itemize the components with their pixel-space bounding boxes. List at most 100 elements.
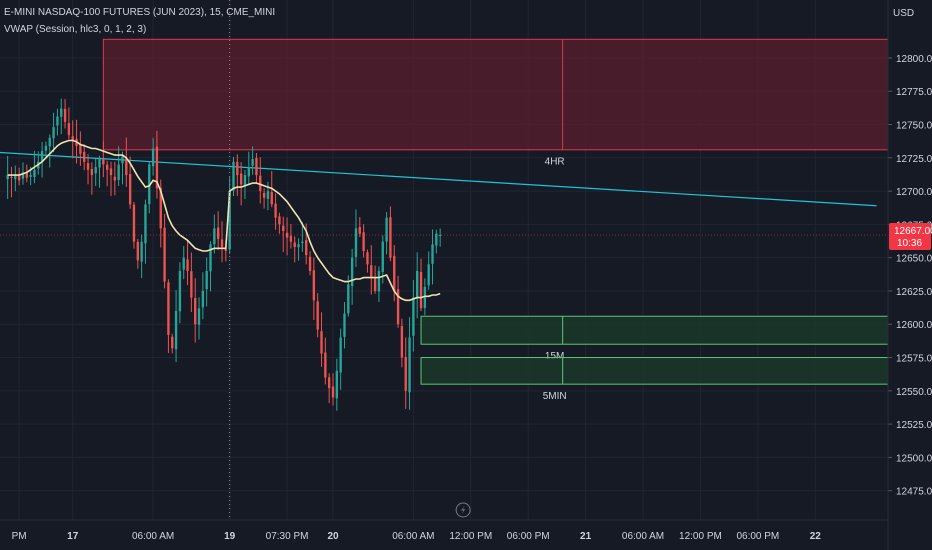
candle-body <box>408 337 411 393</box>
price-tick-label: 12800.00 <box>896 54 932 65</box>
candle-body <box>182 257 185 270</box>
time-tick-label: 20 <box>327 531 339 542</box>
candle-body <box>71 136 74 141</box>
price-tick-label: 12575.00 <box>896 354 932 365</box>
candle-body <box>389 217 392 258</box>
price-tick-label: 12525.00 <box>896 420 932 431</box>
candle-body <box>438 235 442 237</box>
candle-body <box>377 270 381 292</box>
vwap-indicator-label[interactable]: VWAP (Session, hlc3, 0, 1, 2, 3) <box>4 24 147 35</box>
candle-body <box>10 176 13 178</box>
candle-body <box>113 176 117 181</box>
zone-15m[interactable] <box>420 315 889 345</box>
candle-body <box>17 174 21 181</box>
candle-body <box>373 277 377 291</box>
time-tick-label: 06:00 AM <box>622 531 664 542</box>
zones[interactable]: 4HR 15M 5MIN <box>102 38 889 402</box>
time-tick-label: 12:00 PM <box>449 531 492 542</box>
price-tick-label: 12550.00 <box>896 387 932 398</box>
candle-body <box>327 377 331 389</box>
candle-body <box>194 297 197 325</box>
candle-body <box>239 173 243 185</box>
candle-body <box>98 159 101 168</box>
candle-body <box>435 233 438 246</box>
candle-body <box>29 175 32 177</box>
candle-body <box>216 227 220 240</box>
candle-body <box>90 169 94 176</box>
event-marker-icon[interactable] <box>455 502 471 518</box>
candle-body <box>350 257 354 286</box>
candle-body <box>347 284 350 314</box>
candle-body <box>312 270 316 301</box>
trendlines[interactable] <box>0 151 877 207</box>
zone-label-15m: 15M <box>545 351 564 362</box>
candle-body <box>33 169 36 177</box>
candle-body <box>60 108 63 117</box>
candle-body <box>105 164 109 170</box>
candle-body <box>224 249 228 252</box>
time-tick-label: 17 <box>67 531 79 542</box>
candle-body <box>366 252 369 265</box>
zone-label-4hr: 4HR <box>545 156 565 167</box>
candle-body <box>243 175 247 186</box>
candle-body <box>163 227 166 282</box>
candle-body <box>358 227 361 234</box>
candle-body <box>63 108 67 122</box>
candle-body <box>86 163 90 170</box>
candle-body <box>289 235 293 242</box>
candle-body <box>232 161 235 191</box>
candle-body <box>121 156 124 164</box>
lightning-icon <box>461 505 466 515</box>
symbol-title[interactable]: E-MINI NASDAQ-100 FUTURES (JUN 2023), 15… <box>4 7 276 18</box>
candle-body <box>396 289 400 325</box>
candle-body <box>266 191 270 199</box>
zone-5min[interactable] <box>420 357 889 385</box>
candle-body <box>220 239 224 248</box>
time-tick-label: 06:00 AM <box>132 531 174 542</box>
candle-body <box>385 217 388 242</box>
candle-body <box>140 241 143 262</box>
vwap-line <box>7 139 441 302</box>
candle-body <box>102 159 105 165</box>
candle-body <box>117 164 120 180</box>
candle-body <box>419 271 423 309</box>
candle-body <box>412 297 415 336</box>
candle-body <box>251 159 254 166</box>
trendline[interactable] <box>0 151 877 207</box>
candle-body <box>255 158 258 176</box>
time-tick-label: 22 <box>810 531 822 542</box>
candle-body <box>354 228 358 257</box>
candle-body <box>14 175 17 180</box>
candle-body <box>301 241 304 244</box>
price-tick-label: 12500.00 <box>896 453 932 464</box>
time-tick-label: 07:30 PM <box>266 531 309 542</box>
candle-body <box>209 244 212 272</box>
candle-body <box>6 175 9 180</box>
candle-body <box>416 270 419 298</box>
candle-body <box>305 240 308 256</box>
time-axis-bg <box>0 520 932 550</box>
price-tick-label: 12625.00 <box>896 287 932 298</box>
candle-body <box>125 158 128 176</box>
candle-body <box>155 146 159 189</box>
price-axis[interactable]: USD 12475.00 12500.00 12525.00 12550.00 12575… <box>888 0 932 550</box>
candle-body <box>270 191 273 205</box>
candle-body <box>297 244 300 248</box>
candle-body <box>48 137 51 147</box>
candle-body <box>136 241 139 261</box>
candle-body <box>247 167 250 177</box>
zone-4hr[interactable] <box>102 38 889 151</box>
time-tick-label: 12:00 PM <box>679 531 722 542</box>
candle-body <box>213 228 216 245</box>
time-tick-label: 06:00 PM <box>736 531 779 542</box>
time-tick-label: 19 <box>224 531 236 542</box>
candle-body <box>274 203 277 218</box>
candle-body <box>132 204 136 242</box>
candle-body <box>262 192 266 198</box>
bar-countdown: 10:36 <box>897 238 922 249</box>
last-price-badge[interactable] <box>889 223 931 251</box>
price-tick-label: 12700.00 <box>896 187 932 198</box>
